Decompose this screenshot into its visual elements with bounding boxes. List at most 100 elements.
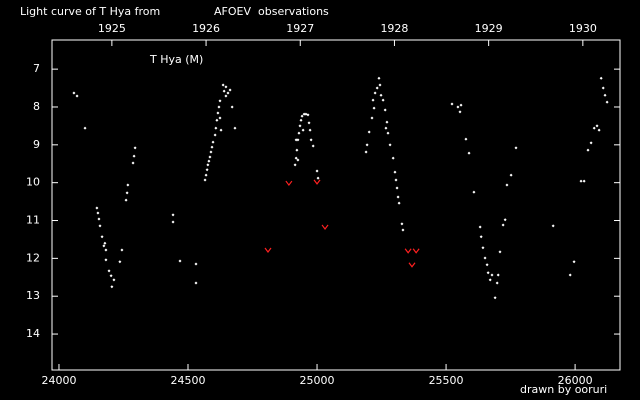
observation-point (503, 218, 507, 222)
observation-point (118, 260, 122, 264)
observation-point (501, 223, 505, 227)
observation-point (224, 94, 228, 98)
y-tick-label: 7 (33, 62, 40, 75)
observation-point (228, 88, 232, 92)
observation-point (459, 103, 463, 107)
plot-frame (51, 39, 621, 371)
observation-point (378, 83, 382, 87)
observation-point (375, 86, 379, 90)
observation-point (514, 146, 518, 150)
observation-point (478, 225, 482, 229)
observation-point (551, 224, 555, 228)
x2-tick-label: 1930 (569, 22, 597, 35)
observation-point (294, 156, 298, 160)
observation-point (103, 241, 107, 245)
observation-point (110, 285, 114, 289)
observation-point (400, 222, 404, 226)
observation-point (386, 131, 390, 135)
observation-point (582, 179, 586, 183)
observation-point (226, 91, 230, 95)
observation-point (464, 137, 468, 141)
observation-point (233, 126, 237, 130)
observation-point (297, 131, 301, 135)
observation-point (316, 176, 320, 180)
x2-tick-label: 1927 (286, 22, 314, 35)
observation-point (210, 145, 214, 149)
observation-point (481, 246, 485, 250)
observation-point (83, 126, 87, 130)
observation-point (207, 159, 211, 163)
observation-point (133, 146, 137, 150)
observation-point (300, 114, 304, 118)
observation-point (496, 273, 500, 277)
observation-point (579, 179, 583, 183)
observation-point (486, 271, 490, 275)
observation-point (209, 150, 213, 154)
observation-point (311, 144, 315, 148)
observation-point (307, 121, 311, 125)
y-tick-label: 9 (33, 138, 40, 151)
chart-title: observations (258, 5, 329, 18)
upper-limit-marker (313, 179, 321, 185)
observation-point (217, 105, 221, 109)
observation-point (294, 138, 298, 142)
observation-point (301, 128, 305, 132)
observation-point (586, 148, 590, 152)
observation-point (211, 140, 215, 144)
observation-point (597, 128, 601, 132)
observation-point (396, 195, 400, 199)
observation-point (601, 86, 605, 90)
observation-point (377, 76, 381, 80)
observation-point (112, 278, 116, 282)
observation-point (395, 186, 399, 190)
upper-limit-marker (408, 262, 416, 268)
observation-point (483, 256, 487, 260)
observation-point (370, 116, 374, 120)
observation-point (450, 102, 454, 106)
observation-point (467, 151, 471, 155)
upper-limit-marker (321, 224, 329, 230)
observation-point (479, 235, 483, 239)
observation-point (371, 98, 375, 102)
observation-point (218, 116, 222, 120)
observation-point (599, 76, 603, 80)
observation-point (98, 224, 102, 228)
observation-point (495, 281, 499, 285)
observation-point (230, 105, 234, 109)
observation-point (194, 262, 198, 266)
observation-point (298, 124, 302, 128)
observation-point (75, 94, 79, 98)
upper-limit-marker (264, 247, 272, 254)
x-tick-label: 24000 (41, 374, 76, 387)
y-tick-label: 8 (33, 100, 40, 113)
observation-point (194, 281, 198, 285)
observation-point (296, 158, 300, 162)
observation-point (222, 89, 226, 93)
observation-point (365, 143, 369, 147)
observation-point (221, 83, 225, 87)
observation-point (218, 99, 222, 103)
observation-point (456, 105, 460, 109)
observation-point (216, 111, 220, 115)
observation-point (203, 178, 207, 182)
observation-point (213, 133, 217, 137)
observation-point (215, 118, 219, 122)
observation-point (394, 178, 398, 182)
annotation: T Hya (M) (149, 53, 203, 66)
upper-limit-marker (404, 248, 412, 254)
observation-point (206, 163, 210, 167)
observation-point (490, 273, 494, 277)
x-tick-label: 26000 (558, 374, 593, 387)
observation-point (171, 213, 175, 217)
observation-point (493, 296, 497, 300)
y-tick-label: 14 (26, 327, 40, 340)
x-tick-label: 25500 (429, 374, 464, 387)
observation-point (373, 91, 377, 95)
observation-point (219, 128, 223, 132)
observation-point (379, 93, 383, 97)
observation-point (131, 161, 135, 165)
observation-point (102, 244, 106, 248)
observation-point (367, 130, 371, 134)
observation-point (104, 258, 108, 262)
